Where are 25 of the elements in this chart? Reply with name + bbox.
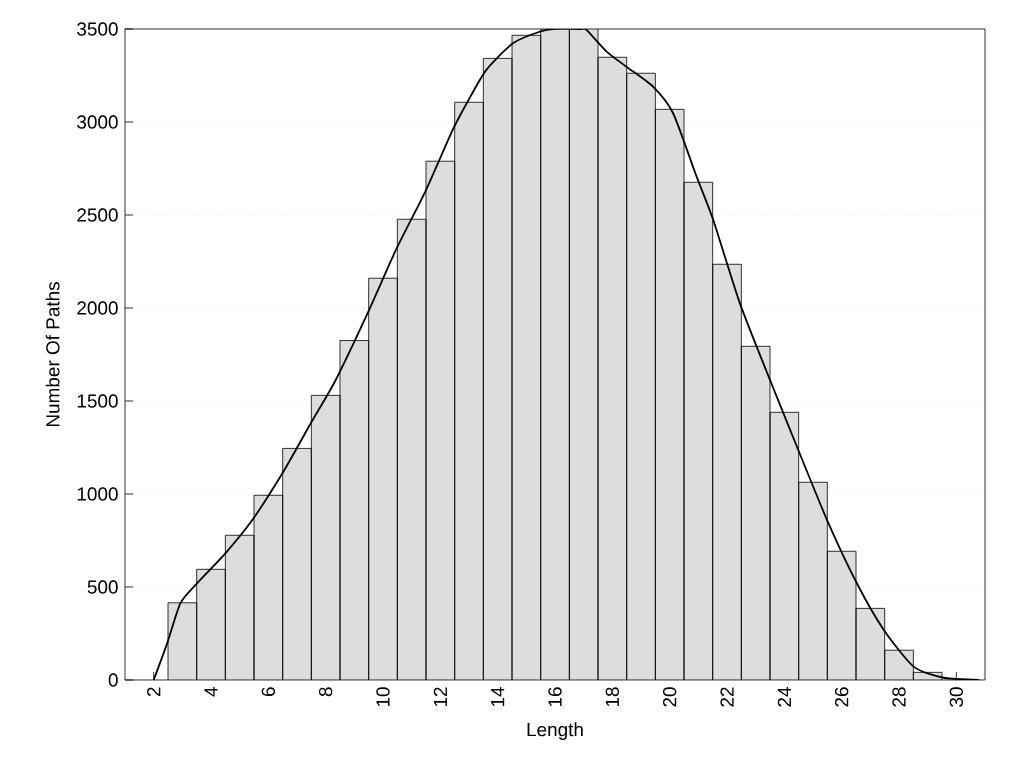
x-axis-title: Length <box>527 722 583 740</box>
x-tick-label: 18 <box>605 687 620 707</box>
x-tick-label: 24 <box>777 687 791 707</box>
y-tick-label: 1500 <box>77 394 118 408</box>
y-tick-label: 2000 <box>77 301 118 315</box>
x-tick-label: 6 <box>261 687 276 697</box>
y-tick-label: 2500 <box>77 208 118 222</box>
x-tick-label: 22 <box>720 687 734 707</box>
x-tick-label: 14 <box>491 687 505 707</box>
x-tick-label: 2 <box>147 687 161 697</box>
x-tick-label: 30 <box>949 687 964 707</box>
y-tick-label: 0 <box>108 673 118 687</box>
y-tick-label: 500 <box>87 580 118 594</box>
y-tick-label: 3000 <box>77 115 118 129</box>
y-axis-title: Number Of Paths <box>45 282 60 427</box>
x-tick-label: 16 <box>548 687 562 707</box>
y-tick-label: 1000 <box>77 487 118 501</box>
x-tick-label: 12 <box>433 687 447 707</box>
x-tick-label: 4 <box>204 687 218 697</box>
x-tick-label: 28 <box>892 687 906 707</box>
x-tick-label: 26 <box>834 687 849 707</box>
x-tick-label: 20 <box>662 687 677 707</box>
x-tick-label: 10 <box>376 687 390 707</box>
x-tick-label: 8 <box>318 687 333 697</box>
y-tick-label: 3500 <box>77 22 118 36</box>
